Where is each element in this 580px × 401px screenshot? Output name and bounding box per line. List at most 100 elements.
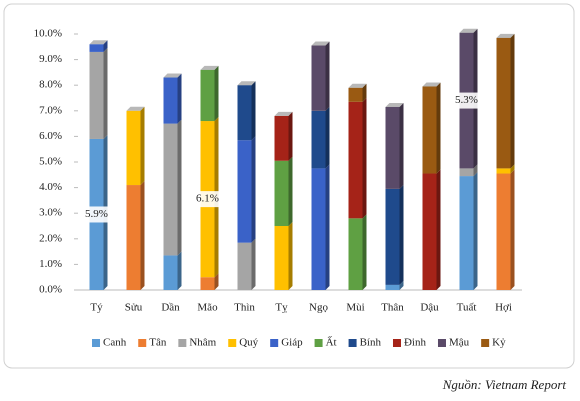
bar-top xyxy=(126,106,145,111)
value-label: 5.3% xyxy=(455,94,478,106)
x-tick-label: Ngọ xyxy=(309,302,328,314)
y-tick-label: 8.0% xyxy=(39,79,62,91)
bar-segment xyxy=(89,44,104,52)
bar-top xyxy=(200,65,219,70)
bar-top xyxy=(274,111,293,116)
value-label: 5.9% xyxy=(85,208,108,220)
bar-top xyxy=(459,28,478,33)
bar-segment xyxy=(459,176,474,290)
legend-label: Đinh xyxy=(404,337,427,349)
value-label-bg xyxy=(451,92,482,109)
bar-segment xyxy=(200,69,215,122)
value-label-bg xyxy=(81,206,112,223)
bar-segment xyxy=(385,284,400,290)
legend-swatch xyxy=(392,339,401,347)
bar-side xyxy=(510,164,515,174)
bar-side xyxy=(510,33,515,169)
bar-segment xyxy=(163,255,178,290)
bar-side xyxy=(362,97,367,219)
y-tick-label: 6.0% xyxy=(39,130,62,142)
bar-segment xyxy=(237,242,252,290)
bar-side xyxy=(177,119,182,256)
bar-top xyxy=(163,73,182,78)
bar-segment xyxy=(422,86,437,174)
bar-segment xyxy=(126,110,141,186)
x-tick-label: Hợi xyxy=(495,302,512,314)
x-tick-label: Tuất xyxy=(457,302,477,314)
legend-label: Giáp xyxy=(281,337,303,349)
bar-top xyxy=(385,102,404,107)
bar-side xyxy=(399,184,404,285)
bar-side xyxy=(177,73,182,124)
bar-segment xyxy=(496,37,511,169)
x-tick-label: Tý xyxy=(90,302,103,314)
bar-segment xyxy=(274,226,289,290)
legend-label: Quý xyxy=(239,337,258,349)
y-tick-label: 5.0% xyxy=(39,156,62,168)
legend-swatch xyxy=(92,339,100,347)
legend-swatch xyxy=(178,339,187,347)
bar-segment xyxy=(385,106,400,189)
bar-segment xyxy=(237,140,252,243)
y-tick-label: 9.0% xyxy=(39,53,62,65)
bar-top xyxy=(311,41,330,46)
y-tick-label: 1.0% xyxy=(39,258,62,270)
bar-side xyxy=(288,111,293,161)
bar-segment xyxy=(200,277,215,290)
x-tick-label: Mùi xyxy=(346,302,364,314)
bar-side xyxy=(288,156,293,226)
legend-label: Mậu xyxy=(449,337,470,349)
bar-side xyxy=(325,106,330,169)
legend-label: Kỷ xyxy=(492,337,506,349)
legend-label: Tân xyxy=(149,337,167,349)
bar-side xyxy=(288,222,293,290)
bar-top xyxy=(237,81,256,86)
bar-segment xyxy=(422,173,437,290)
bar-segment xyxy=(163,123,178,256)
source: Nguồn: Vietnam Report xyxy=(442,377,567,392)
x-tick-label: Thìn xyxy=(234,302,255,314)
legend-swatch xyxy=(348,339,357,347)
y-tick-label: 4.0% xyxy=(39,181,62,193)
bar-segment xyxy=(163,77,178,124)
bar-segment xyxy=(348,87,363,102)
bar-side xyxy=(140,181,145,290)
x-tick-label: Dậu xyxy=(420,302,439,314)
bar-side xyxy=(325,164,330,290)
bar-side xyxy=(251,238,256,290)
x-tick-label: Mão xyxy=(197,302,218,314)
legend-swatch xyxy=(481,339,490,347)
bar-segment xyxy=(496,173,511,290)
bar-segment xyxy=(311,45,326,111)
legend-swatch xyxy=(270,339,279,347)
bar-segment xyxy=(459,168,474,177)
y-tick-label: 10.0% xyxy=(34,28,62,40)
bar-segment xyxy=(348,101,363,219)
legend-swatch xyxy=(138,339,147,347)
bar-segment xyxy=(385,188,400,285)
bar-side xyxy=(473,172,478,290)
bar-top xyxy=(422,82,441,87)
bar-side xyxy=(214,65,219,122)
bar-side xyxy=(436,82,441,174)
legend-swatch xyxy=(228,339,237,347)
bar-segment xyxy=(126,185,141,290)
bar-top xyxy=(496,33,515,38)
bar-segment xyxy=(311,168,326,290)
bar-segment xyxy=(311,110,326,169)
bar-top xyxy=(89,40,108,45)
bar-side xyxy=(436,169,441,290)
legend-swatch xyxy=(437,339,446,347)
bar-side xyxy=(251,81,256,141)
bar-top xyxy=(348,83,367,88)
y-tick-label: 7.0% xyxy=(39,104,62,116)
value-label: 6.1% xyxy=(196,193,219,205)
legend-label: Nhâm xyxy=(189,337,216,349)
y-tick-label: 2.0% xyxy=(39,232,62,244)
x-tick-label: Thân xyxy=(381,302,404,314)
bar-side xyxy=(399,280,404,290)
bar-side xyxy=(510,169,515,290)
bar-segment xyxy=(274,160,289,226)
y-tick-label: 0.0% xyxy=(39,284,62,296)
